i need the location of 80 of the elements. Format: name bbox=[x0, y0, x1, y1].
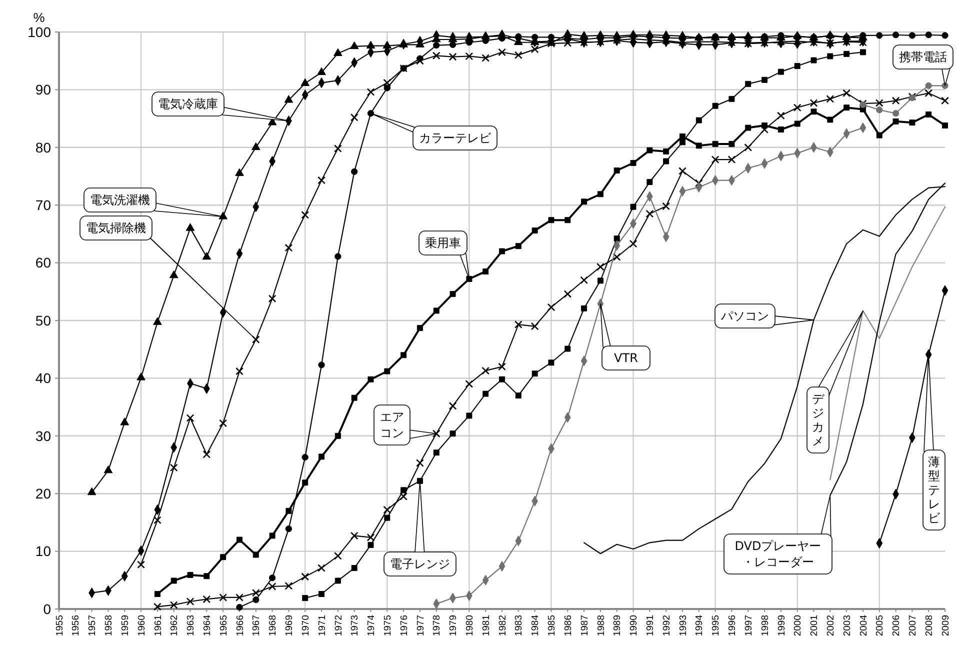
text: パソコン bbox=[720, 309, 769, 323]
x-tick-label: 1972 bbox=[333, 615, 344, 636]
x-tick-label: 2007 bbox=[908, 615, 919, 636]
x-tick-label: 1956 bbox=[70, 615, 82, 636]
x-tick-label: 1964 bbox=[202, 615, 213, 636]
x-tick-label: 1996 bbox=[727, 615, 738, 636]
x-tick-label: 1982 bbox=[497, 615, 508, 636]
x-tick-label: 1955 bbox=[54, 615, 66, 636]
x-tick-label: 1960 bbox=[136, 615, 148, 636]
y-tick-label: 30 bbox=[35, 428, 52, 444]
x-tick-label: 1969 bbox=[284, 615, 296, 636]
x-tick-label: 1987 bbox=[579, 615, 590, 636]
x-tick-label: 1989 bbox=[612, 615, 624, 636]
y-tick-label: 40 bbox=[35, 370, 52, 386]
x-tick-label: 1958 bbox=[104, 615, 115, 636]
y-tick-label: 100 bbox=[28, 24, 52, 40]
text: 電気掃除機 bbox=[86, 221, 146, 235]
x-tick-label: 2004 bbox=[858, 615, 870, 636]
x-tick-label: 1999 bbox=[776, 615, 788, 636]
series-label: 薄型テレビ bbox=[928, 455, 941, 525]
x-tick-label: 2009 bbox=[940, 615, 952, 636]
x-tick-label: 1994 bbox=[694, 615, 706, 636]
x-tick-label: 2001 bbox=[809, 615, 820, 636]
x-tick-label: 1974 bbox=[366, 615, 378, 636]
y-tick-label: 60 bbox=[35, 254, 52, 271]
series-label: 電子レンジ bbox=[390, 557, 450, 571]
x-tick-label: 1983 bbox=[514, 615, 525, 636]
x-tick-label: 1977 bbox=[415, 615, 426, 636]
x-tick-label: 1962 bbox=[169, 615, 180, 636]
x-tick-label: 2005 bbox=[874, 615, 886, 636]
x-tick-label: 1968 bbox=[268, 615, 279, 636]
x-tick-label: 1971 bbox=[316, 615, 328, 636]
x-tick-label: 2002 bbox=[825, 615, 836, 636]
x-tick-label: 1959 bbox=[120, 615, 131, 636]
y-tick-label: 50 bbox=[35, 312, 52, 328]
x-tick-label: 1961 bbox=[152, 615, 164, 636]
x-tick-label: 1963 bbox=[186, 615, 197, 636]
x-tick-label: 1980 bbox=[464, 615, 476, 636]
x-tick-label: 1976 bbox=[398, 615, 410, 636]
series-label: エアコン bbox=[380, 410, 404, 440]
y-tick-label: 80 bbox=[35, 139, 52, 156]
y-tick-label: 90 bbox=[35, 82, 52, 98]
x-tick-label: 1957 bbox=[87, 615, 98, 636]
y-tick-label: 0 bbox=[43, 600, 52, 617]
x-tick-label: 1970 bbox=[300, 615, 312, 636]
x-tick-label: 1978 bbox=[432, 615, 443, 636]
x-tick-label: 1979 bbox=[448, 615, 460, 636]
x-tick-label: 2000 bbox=[792, 615, 804, 636]
x-tick-label: 1988 bbox=[596, 615, 607, 636]
series-label: 携帯電話 bbox=[899, 50, 947, 64]
y-axis-title: % bbox=[33, 10, 46, 25]
y-tick-label: 70 bbox=[35, 197, 52, 213]
x-tick-label: 1993 bbox=[678, 615, 689, 636]
x-tick-label: 2003 bbox=[842, 615, 853, 636]
x-tick-label: 1985 bbox=[546, 615, 558, 636]
text: カラーテレビ bbox=[419, 131, 492, 145]
x-tick-label: 1986 bbox=[562, 615, 574, 636]
x-tick-label: 1975 bbox=[382, 615, 394, 636]
x-tick-label: 1995 bbox=[710, 615, 722, 636]
y-tick-label: 10 bbox=[35, 543, 52, 560]
series-label: デジカメ bbox=[812, 392, 825, 448]
x-tick-label: 2006 bbox=[891, 615, 902, 636]
x-tick-label: 1991 bbox=[644, 615, 656, 636]
x-tick-label: 1997 bbox=[743, 615, 754, 636]
x-tick-label: 1992 bbox=[661, 615, 672, 636]
x-tick-label: 1990 bbox=[628, 615, 640, 636]
x-tick-label: 1998 bbox=[760, 615, 771, 636]
x-tick-label: 1981 bbox=[480, 615, 492, 636]
text: 電気洗濯機 bbox=[90, 193, 150, 207]
text: 電気冷蔵庫 bbox=[158, 97, 218, 111]
text: VTR bbox=[614, 351, 638, 365]
x-tick-label: 1965 bbox=[218, 615, 230, 636]
x-tick-label: 1973 bbox=[350, 615, 361, 636]
x-tick-label: 1966 bbox=[234, 615, 246, 636]
y-tick-label: 20 bbox=[35, 486, 52, 502]
x-tick-label: 2008 bbox=[924, 615, 935, 636]
text: DVDプレーヤー・レコーダー bbox=[734, 539, 822, 569]
x-tick-label: 1967 bbox=[251, 615, 262, 636]
x-tick-label: 1984 bbox=[530, 615, 542, 636]
text: 乗用車 bbox=[425, 236, 461, 250]
